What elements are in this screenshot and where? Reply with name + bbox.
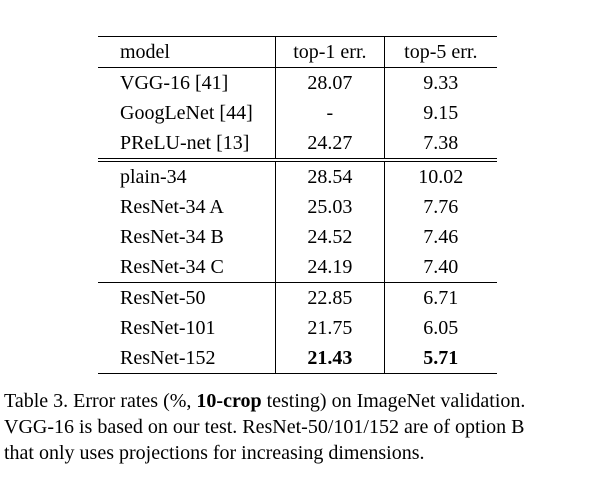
table-row: ResNet-34 C 24.19 7.40 (98, 252, 497, 283)
table-row: GoogLeNet [44] - 9.15 (98, 98, 497, 128)
cell-model: ResNet-152 (98, 343, 276, 374)
header-model: model (98, 36, 276, 68)
cell-top5: 9.15 (383, 98, 497, 128)
cell-top5: 10.02 (383, 160, 497, 192)
cell-top5: 7.76 (383, 192, 497, 222)
cell-model: ResNet-34 A (120, 196, 224, 218)
cell-top5: 7.46 (383, 222, 497, 252)
table-row: ResNet-101 21.75 6.05 (98, 313, 497, 343)
cell-top5: 7.38 (383, 128, 497, 162)
table-row: ResNet-50 22.85 6.71 (98, 282, 497, 313)
caption-line-2: VGG-16 is based on our test. ResNet-50/1… (4, 416, 525, 438)
cell-model: plain-34 (120, 166, 187, 188)
cell-model: ResNet-34 C (98, 252, 276, 283)
cell-top1: 28.54 (275, 160, 385, 192)
results-table-container: model top-1 err. top-5 err. VGG-16 [41] … (98, 36, 497, 374)
cell-model: GoogLeNet [44] (120, 102, 253, 124)
table-header-row: model top-1 err. top-5 err. (98, 36, 497, 68)
cell-top1: 24.52 (275, 222, 385, 252)
cell-top1: 21.75 (275, 313, 385, 343)
table-row: ResNet-34 A 25.03 7.76 (98, 192, 497, 222)
cell-top5-best: 5.71 (383, 343, 497, 374)
cell-model: PReLU-net [13] (98, 128, 276, 162)
table-row: ResNet-152 21.43 5.71 (98, 343, 497, 374)
cell-top1: 28.07 (275, 67, 385, 98)
cell-top1: 25.03 (275, 192, 385, 222)
cell-top5: 9.33 (383, 67, 497, 98)
cell-top1: 22.85 (275, 282, 385, 313)
error-rates-table: model top-1 err. top-5 err. VGG-16 [41] … (98, 36, 497, 374)
caption-line-1: Table 3. Error rates (%, 10-crop testing… (4, 388, 602, 414)
cell-top1: - (275, 98, 385, 128)
caption-prefix: Table 3. Error rates (%, (4, 390, 197, 412)
cell-top1: 24.27 (275, 128, 385, 162)
cell-model: VGG-16 [41] (120, 72, 229, 94)
table-row: ResNet-34 B 24.52 7.46 (98, 222, 497, 252)
table-row: VGG-16 [41] 28.07 9.33 (98, 67, 497, 98)
cell-model: ResNet-50 (120, 287, 206, 309)
header-top5-err: top-5 err. (383, 36, 497, 68)
header-top1-err: top-1 err. (275, 36, 385, 68)
caption-bold-term: 10-crop (196, 390, 262, 412)
cell-top5: 7.40 (383, 252, 497, 283)
cell-top1: 24.19 (275, 252, 385, 283)
cell-model: ResNet-101 (120, 317, 216, 339)
cell-top5: 6.71 (383, 282, 497, 313)
caption-suffix: testing) on ImageNet validation. (261, 390, 526, 412)
cell-model: ResNet-34 B (120, 226, 224, 248)
table-row: plain-34 28.54 10.02 (98, 160, 497, 192)
table-caption: Table 3. Error rates (%, 10-crop testing… (4, 388, 602, 466)
cell-top5: 6.05 (383, 313, 497, 343)
caption-line-3: that only uses projections for increasin… (4, 442, 425, 464)
table-row: PReLU-net [13] 24.27 7.38 (98, 128, 497, 162)
cell-top1-best: 21.43 (275, 343, 385, 374)
